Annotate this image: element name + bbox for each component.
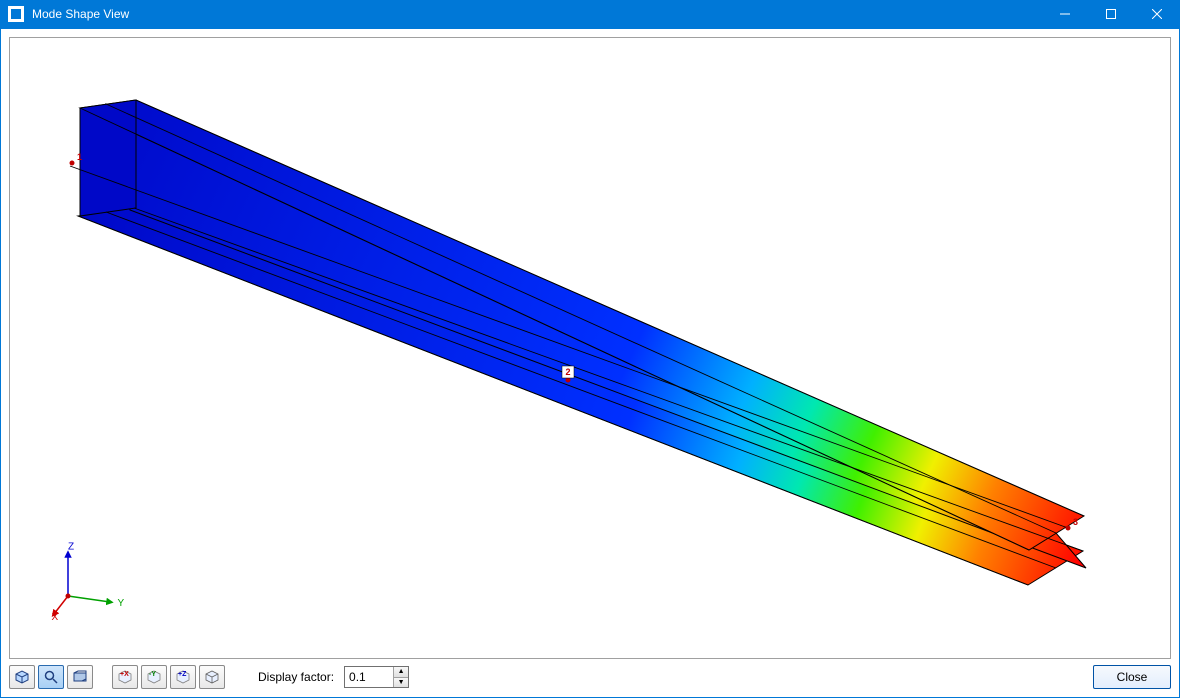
close-window-button[interactable] xyxy=(1134,0,1180,28)
isometric-view-button[interactable] xyxy=(199,665,225,689)
viewport[interactable]: 1 2 3 Z Y X xyxy=(9,37,1171,659)
svg-text:3: 3 xyxy=(1073,517,1078,527)
svg-text:2: 2 xyxy=(565,367,570,377)
spinner-up-button[interactable]: ▲ xyxy=(394,667,408,678)
beam-render xyxy=(70,100,1086,585)
plus-z-view-button[interactable]: +Z xyxy=(170,665,196,689)
svg-text:X: X xyxy=(51,612,58,623)
viewport-canvas[interactable]: 1 2 3 Z Y X xyxy=(10,38,1170,658)
axis-gizmo: Z Y X xyxy=(51,541,124,623)
svg-text:Z: Z xyxy=(68,541,74,552)
display-factor-input[interactable] xyxy=(345,667,393,687)
svg-text:+X: +X xyxy=(120,671,129,678)
spinner-down-button[interactable]: ▼ xyxy=(394,678,408,688)
view-3d-button[interactable] xyxy=(9,665,35,689)
app-icon xyxy=(8,6,24,22)
plus-x-view-button[interactable]: +X xyxy=(112,665,138,689)
maximize-button[interactable] xyxy=(1088,0,1134,28)
bottom-toolbar: +X -Y +Z Display factor: ▲ ▼ Close xyxy=(1,663,1179,697)
display-factor-label: Display factor: xyxy=(258,670,334,684)
content-area: 1 2 3 Z Y X +X -Y +Z Display factor: xyxy=(0,28,1180,698)
window-title: Mode Shape View xyxy=(32,7,1042,21)
minus-y-view-button[interactable]: -Y xyxy=(141,665,167,689)
zoom-button[interactable] xyxy=(38,665,64,689)
svg-text:-Y: -Y xyxy=(149,671,156,678)
window-controls xyxy=(1042,0,1180,28)
svg-text:+Z: +Z xyxy=(178,671,187,678)
minimize-button[interactable] xyxy=(1042,0,1088,28)
deformed-shape-button[interactable] xyxy=(67,665,93,689)
titlebar: Mode Shape View xyxy=(0,0,1180,28)
display-factor-spinner[interactable]: ▲ ▼ xyxy=(344,666,409,688)
close-button[interactable]: Close xyxy=(1093,665,1171,689)
svg-text:Y: Y xyxy=(118,598,125,609)
svg-text:1: 1 xyxy=(77,152,82,162)
